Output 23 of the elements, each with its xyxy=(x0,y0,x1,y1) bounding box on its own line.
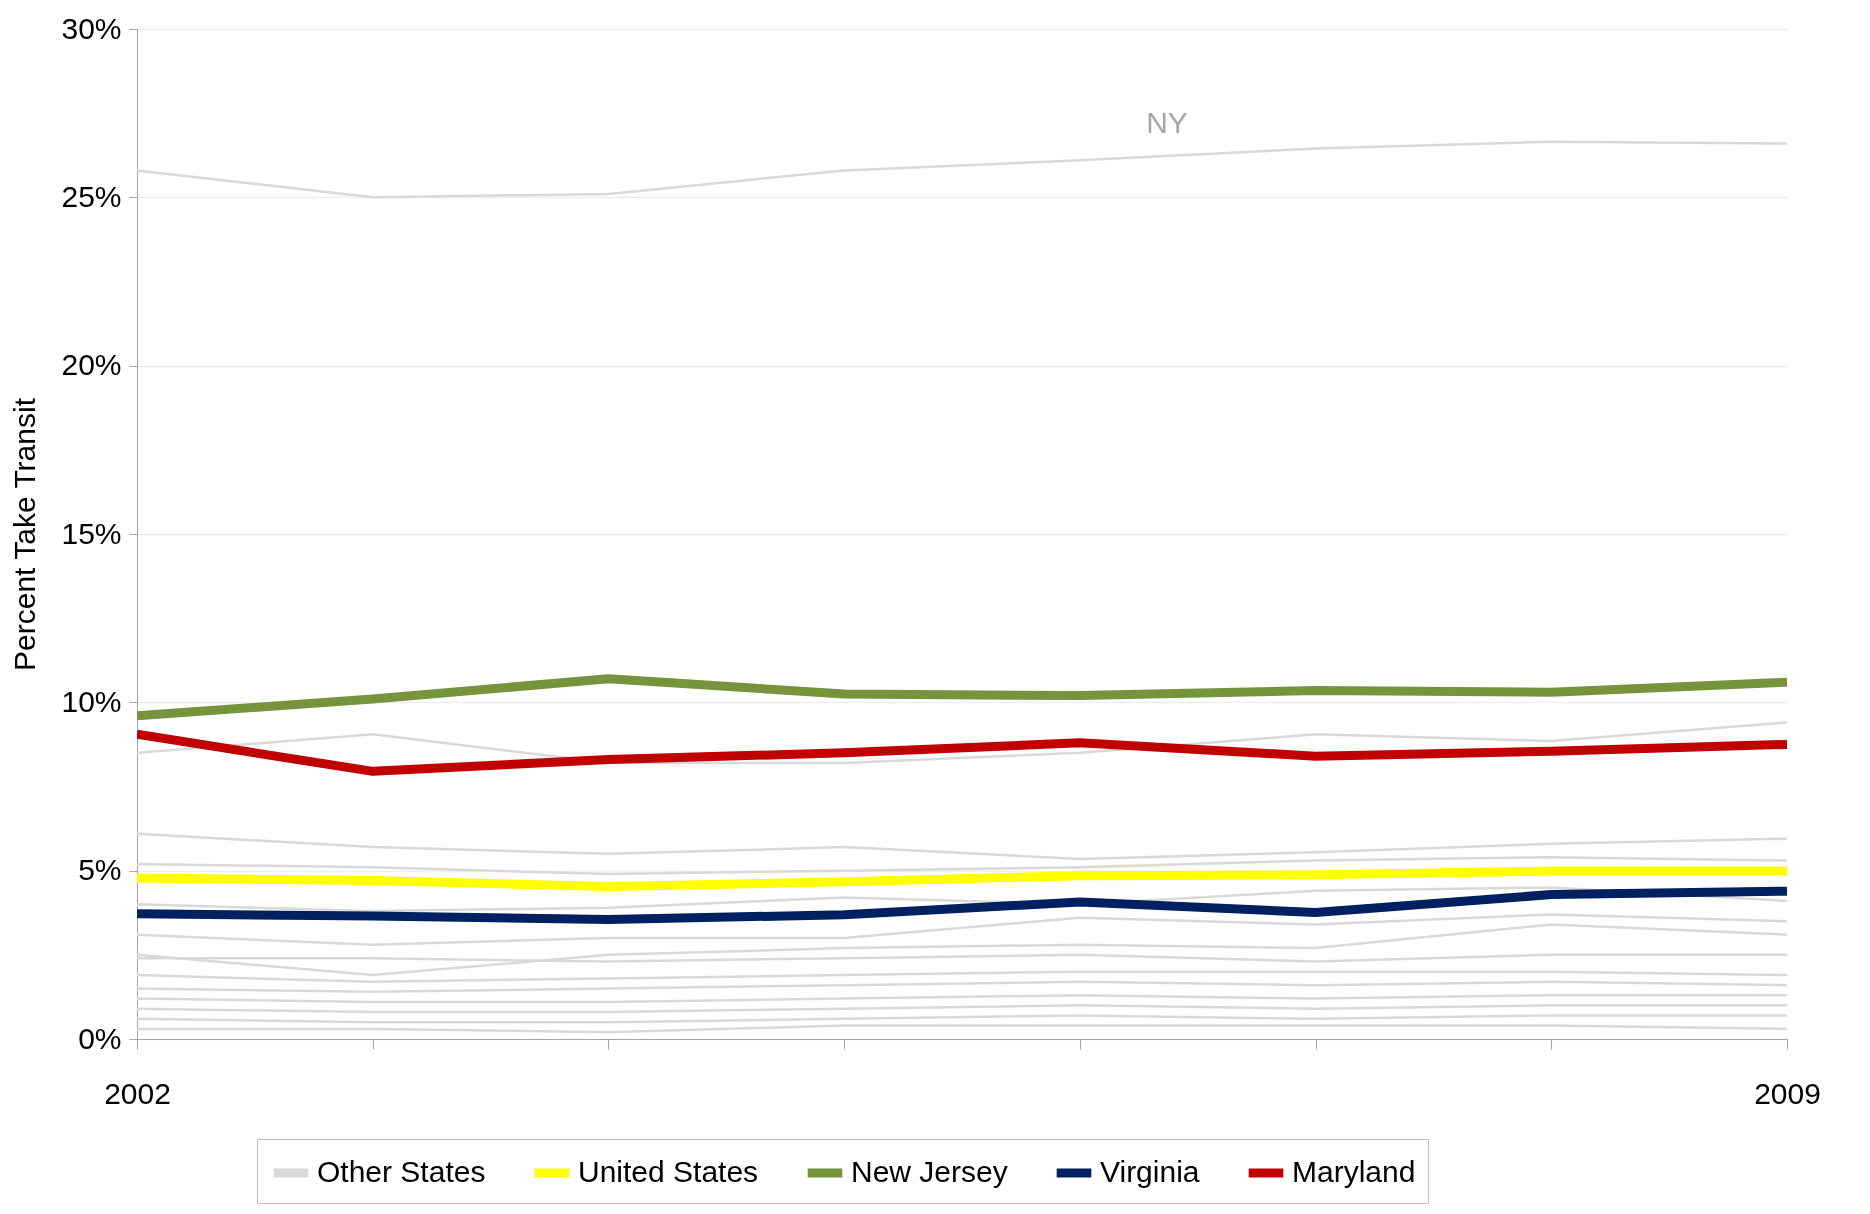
line-series xyxy=(137,855,1787,876)
y-tick-label: 20% xyxy=(61,348,122,382)
line-series xyxy=(137,980,1787,994)
line-series xyxy=(137,923,1787,977)
x-tick-label: 2009 xyxy=(1754,1076,1821,1110)
legend-label: New Jersey xyxy=(851,1155,1008,1188)
y-tick-label: 15% xyxy=(61,516,122,550)
legend-label: Other States xyxy=(317,1155,486,1188)
line-series xyxy=(137,913,1787,946)
y-tick-label: 10% xyxy=(61,684,122,718)
y-tick-label: 0% xyxy=(78,1021,122,1055)
y-axis-title: Percent Take Transit xyxy=(8,397,42,671)
legend-label: Virginia xyxy=(1100,1155,1200,1188)
y-tick-label: 25% xyxy=(61,179,122,213)
legend-label: United States xyxy=(578,1155,759,1188)
line-series xyxy=(137,140,1787,199)
line-series xyxy=(137,970,1787,984)
annotation: NY xyxy=(1146,106,1188,139)
legend-label: Maryland xyxy=(1292,1155,1416,1188)
y-tick-label: 30% xyxy=(61,11,122,45)
y-tick-label: 5% xyxy=(78,853,122,887)
x-tick-label: 2002 xyxy=(104,1076,171,1110)
line-series xyxy=(137,832,1787,861)
